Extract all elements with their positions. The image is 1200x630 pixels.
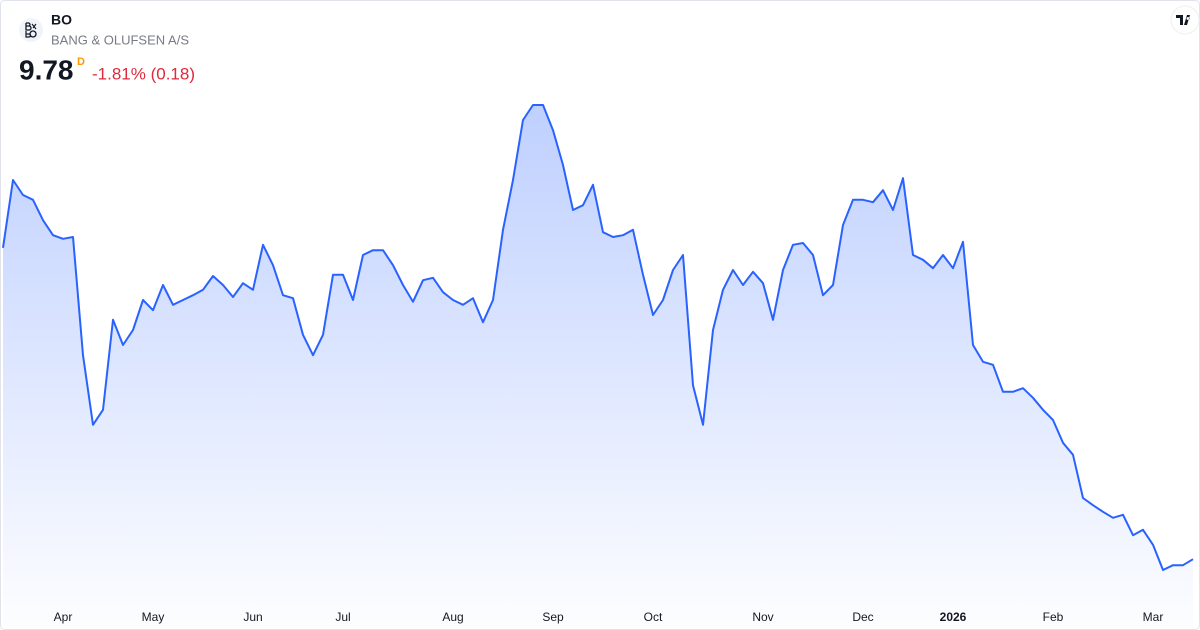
area-fill — [3, 105, 1193, 628]
x-tick-label: Aug — [442, 610, 463, 624]
x-tick-label: Oct — [644, 610, 663, 624]
x-tick-label: 2026 — [940, 610, 967, 624]
x-tick-label: Jun — [243, 610, 262, 624]
x-tick-label: Feb — [1043, 610, 1064, 624]
logo — [19, 18, 43, 42]
x-tick-label: May — [142, 610, 165, 624]
x-tick-label: Sep — [542, 610, 564, 624]
plot-area — [2, 104, 1194, 628]
tradingview-logo[interactable] — [1170, 5, 1200, 35]
company-name: BANG & OLUFSEN A/S — [51, 32, 189, 47]
symbol: BO — [51, 12, 72, 28]
interval-badge: D — [77, 56, 85, 68]
x-tick-label: Dec — [852, 610, 873, 624]
price: 9.78 — [19, 54, 74, 85]
price-line — [2, 104, 1194, 571]
price-change: -1.81% (0.18) — [92, 64, 195, 83]
x-tick-label: Jul — [335, 610, 350, 624]
x-tick-label: Mar — [1143, 610, 1164, 624]
x-tick-label: Apr — [54, 610, 73, 624]
x-tick-label: Nov — [752, 610, 773, 624]
